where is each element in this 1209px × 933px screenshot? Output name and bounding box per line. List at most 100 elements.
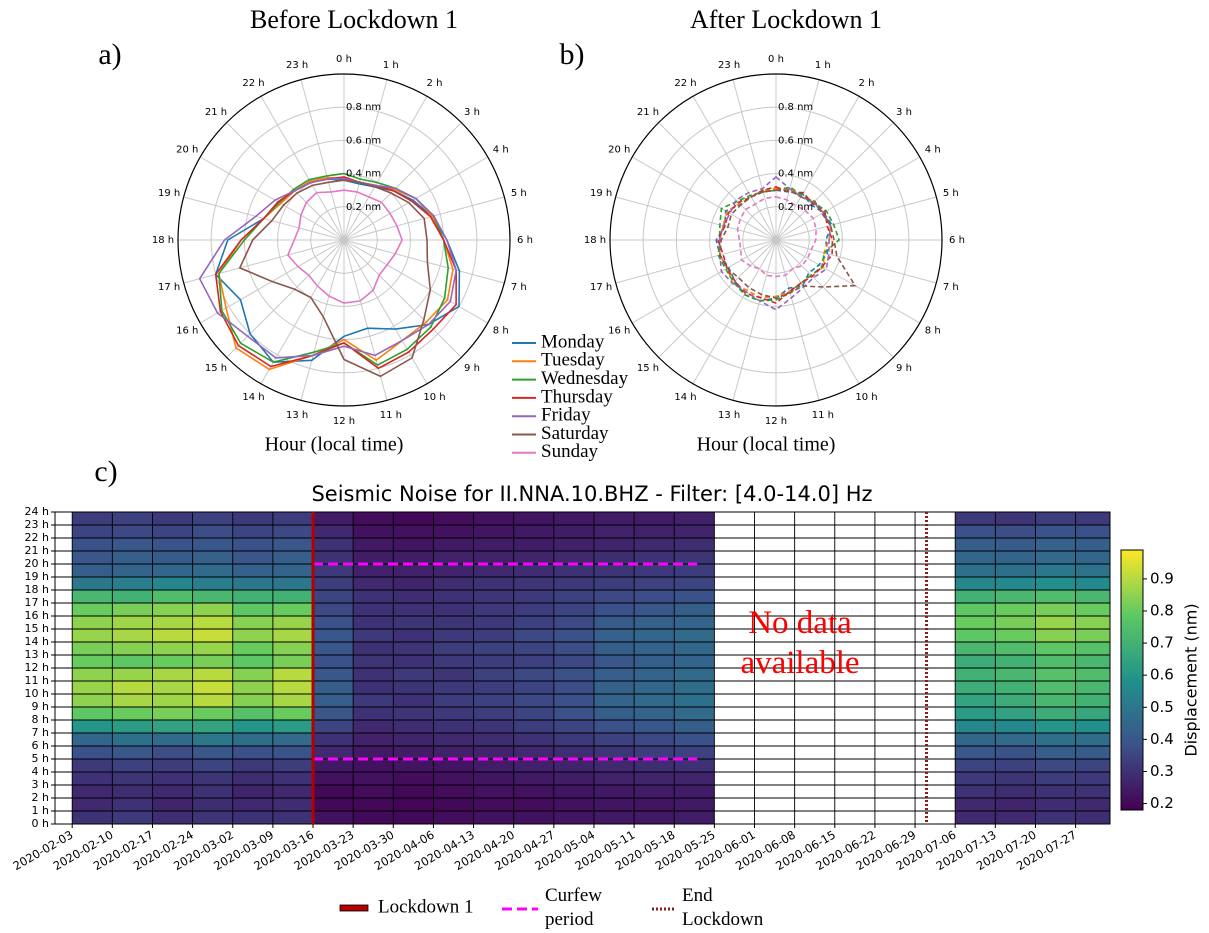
heat-cell xyxy=(72,746,113,759)
theta-tick-label: 6 h xyxy=(949,235,965,246)
heat-cell xyxy=(192,759,233,772)
heat-cell xyxy=(553,668,594,681)
heat-cell xyxy=(955,603,996,616)
legend-label: Tuesday xyxy=(541,350,605,371)
heat-cell xyxy=(272,772,314,785)
heat-cell xyxy=(1075,733,1110,746)
heat-cell xyxy=(152,629,193,642)
heat-cell xyxy=(72,655,113,668)
heat-cell xyxy=(553,798,594,811)
heat-cell xyxy=(393,590,434,603)
heat-cell xyxy=(192,668,233,681)
heat-cell xyxy=(433,668,474,681)
colorbar-tick-label: 0.8 xyxy=(1150,601,1174,619)
y-tick-label: 14 h xyxy=(25,635,49,648)
heat-cell xyxy=(473,564,514,577)
heat-cell xyxy=(353,655,394,668)
heat-cell xyxy=(1075,772,1110,785)
heat-cell xyxy=(674,629,715,642)
chart-title: After Lockdown 1 xyxy=(690,5,882,34)
grid-spoke xyxy=(775,122,894,241)
r-tick-label: 0.2 nm xyxy=(346,202,381,213)
heat-cell xyxy=(513,785,554,798)
heat-cell xyxy=(393,681,434,694)
heat-cell xyxy=(112,772,153,785)
heat-cell xyxy=(955,577,996,590)
heat-cell xyxy=(995,759,1036,772)
grid-spoke xyxy=(775,239,894,358)
heat-cell xyxy=(513,616,554,629)
heat-cell xyxy=(232,525,273,538)
r-tick-label: 0.2 nm xyxy=(778,202,813,213)
heat-cell xyxy=(112,668,153,681)
heat-cell xyxy=(955,551,996,564)
heat-cell xyxy=(192,629,233,642)
heat-cell xyxy=(313,551,354,564)
heat-cell xyxy=(674,759,715,772)
heat-cell xyxy=(353,785,394,798)
heat-cell xyxy=(634,642,675,655)
heat-cell xyxy=(232,551,273,564)
plot-frame xyxy=(54,511,1111,825)
series-line xyxy=(719,189,857,299)
heat-cell xyxy=(995,681,1036,694)
heat-cell xyxy=(72,551,113,564)
theta-tick-label: 15 h xyxy=(205,363,227,374)
heat-cell xyxy=(232,785,273,798)
heat-cell xyxy=(1075,746,1110,759)
heat-cell xyxy=(955,759,996,772)
heat-cell xyxy=(152,668,193,681)
heat-cell xyxy=(232,512,273,525)
theta-tick-label: 17 h xyxy=(158,282,180,293)
heat-cell xyxy=(232,655,273,668)
heat-cell xyxy=(553,759,594,772)
heat-cell xyxy=(513,538,554,551)
heat-cell xyxy=(112,798,153,811)
colorbar-tick-label: 0.4 xyxy=(1150,730,1174,748)
y-tick-label: 21 h xyxy=(25,544,49,557)
heat-cell xyxy=(72,642,113,655)
heat-cell xyxy=(112,707,153,720)
heat-cell xyxy=(1075,720,1110,733)
heat-cell xyxy=(192,564,233,577)
heat-cell xyxy=(634,811,675,824)
heat-cell xyxy=(72,668,113,681)
heat-cell xyxy=(1075,603,1110,616)
heat-cell xyxy=(313,759,354,772)
heat-cell xyxy=(473,681,514,694)
heat-cell xyxy=(634,694,675,707)
heat-cell xyxy=(513,564,554,577)
heat-cell xyxy=(272,655,314,668)
heat-cell xyxy=(313,707,354,720)
heat-cell xyxy=(1075,759,1110,772)
polar-frame xyxy=(609,73,943,407)
heat-cell xyxy=(433,694,474,707)
heat-cell xyxy=(1075,668,1110,681)
heat-cell xyxy=(272,538,314,551)
chart-title: Before Lockdown 1 xyxy=(250,5,458,34)
heat-cell xyxy=(634,746,675,759)
heat-cell xyxy=(433,811,474,824)
heat-cell xyxy=(232,577,273,590)
heat-cell xyxy=(72,538,113,551)
series-line xyxy=(717,186,834,305)
heat-cell xyxy=(272,811,314,824)
y-tick-label: 20 h xyxy=(25,557,49,570)
heat-cell xyxy=(513,655,554,668)
heat-cell xyxy=(634,616,675,629)
heat-cell xyxy=(313,798,354,811)
heat-cell xyxy=(272,616,314,629)
heat-cell xyxy=(112,538,153,551)
heat-cell xyxy=(593,538,635,551)
heat-cell xyxy=(553,811,594,824)
theta-tick-label: 12 h xyxy=(333,416,355,427)
heat-cell xyxy=(553,525,594,538)
x-axis-label: Hour (local time) xyxy=(265,434,404,456)
grid-spoke xyxy=(775,239,820,401)
grid-spoke xyxy=(260,95,345,241)
y-tick-label: 13 h xyxy=(25,648,49,661)
heat-cell xyxy=(674,512,715,525)
heat-cell xyxy=(393,616,434,629)
heat-cell xyxy=(353,720,394,733)
theta-tick-label: 13 h xyxy=(718,410,740,421)
